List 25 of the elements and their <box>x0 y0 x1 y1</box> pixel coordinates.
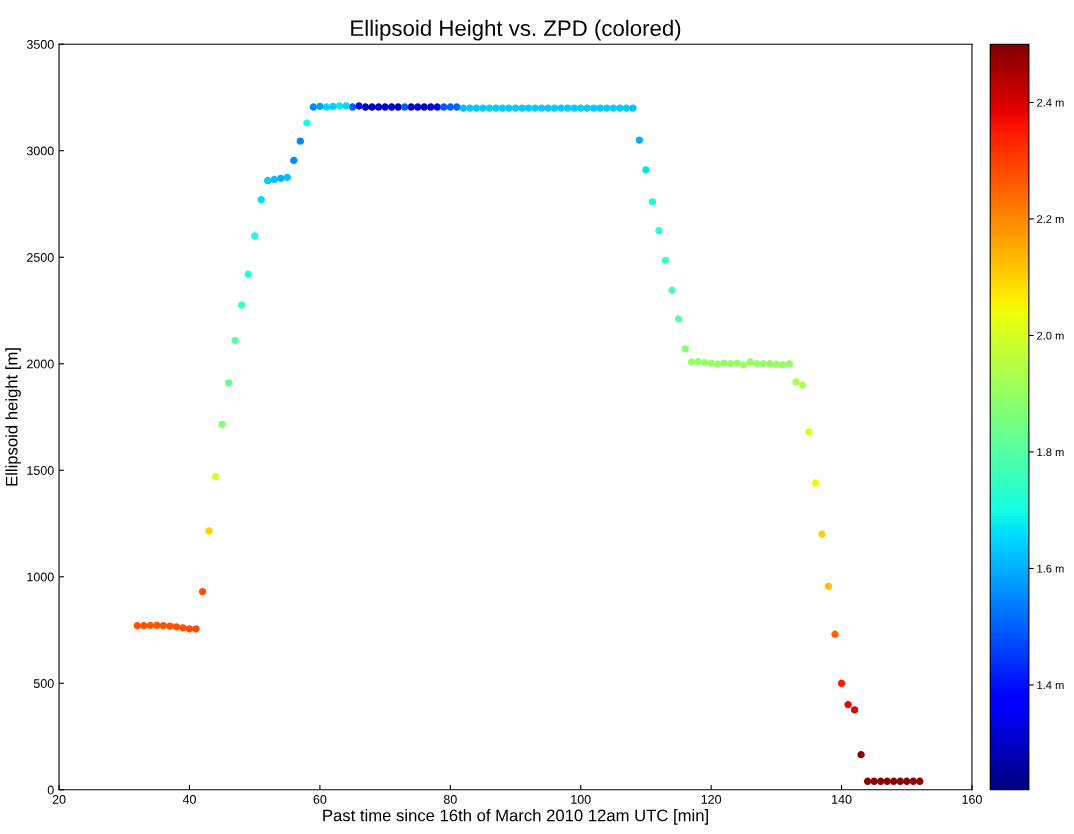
x-tick-label: 120 <box>701 794 722 804</box>
color-bar-label: 2.2 m <box>1037 215 1064 223</box>
x-axis-title: Past time since 16th of March 2010 12am UTC [min] <box>323 809 708 825</box>
x-tick-label: 80 <box>443 794 457 804</box>
color-bar-label: 1.8 m <box>1037 448 1064 457</box>
y-tick-label: 1500 <box>27 466 54 475</box>
x-tick-label: 100 <box>571 794 591 804</box>
y-tick-label: 3000 <box>26 146 54 156</box>
y-tick-label: 500 <box>33 679 54 688</box>
y-tick-label: 2500 <box>27 253 54 262</box>
chart-title: Ellipsoid Height vs. ZPD (colored) <box>351 19 681 41</box>
y-tick-label: 3500 <box>26 40 54 49</box>
color-bar-label: 2.0 m <box>1037 331 1064 340</box>
color-bar-label: 2.4 m <box>1037 98 1064 107</box>
x-tick-label: 40 <box>182 794 196 804</box>
y-tick-label: 2000 <box>27 359 54 369</box>
x-tick-label: 20 <box>52 794 66 804</box>
y-axis-title: Ellipsoid height [m] <box>5 348 21 486</box>
x-tick-label: 160 <box>962 794 982 804</box>
color-bar-label: 1.4 m <box>1037 681 1064 689</box>
x-tick-label: 60 <box>313 794 327 804</box>
x-tick-label: 140 <box>832 794 852 804</box>
y-tick-label: 0 <box>47 785 54 795</box>
color-bar-label: 1.6 m <box>1037 564 1064 573</box>
y-tick-label: 1000 <box>27 572 54 582</box>
